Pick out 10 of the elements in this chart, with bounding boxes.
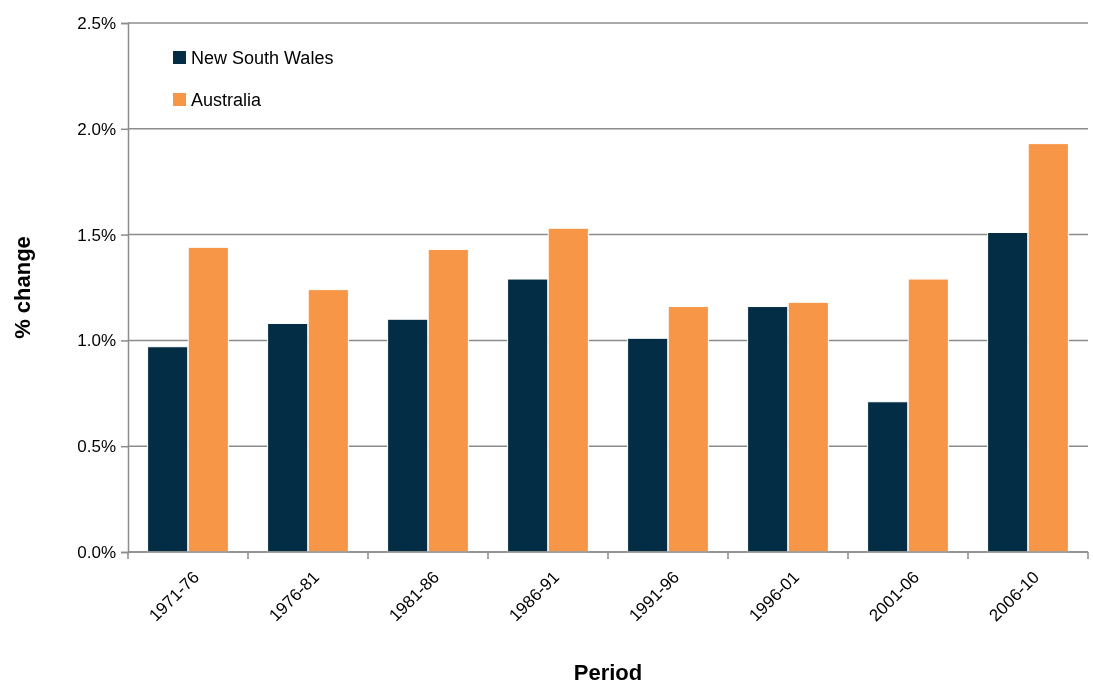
y-tick-label: 1.5% (77, 225, 116, 245)
y-tick-label: 1.0% (77, 331, 116, 351)
y-tick-label: 2.0% (77, 119, 116, 139)
y-tick-label: 2.5% (77, 13, 116, 33)
legend-label: New South Wales (191, 48, 334, 69)
y-tick-label: 0.0% (77, 542, 116, 562)
y-tick-label: 0.5% (77, 437, 116, 457)
y-axis-title: % change (10, 236, 35, 339)
legend-label: Australia (191, 90, 263, 111)
x-axis-title: Period (573, 660, 643, 685)
